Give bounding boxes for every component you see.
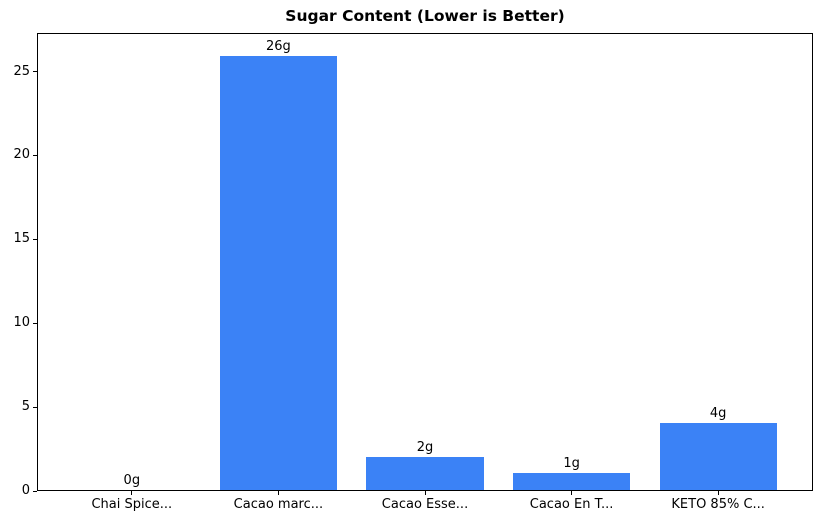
x-tick-label: KETO 85% C... <box>671 497 765 512</box>
y-tick-label: 25 <box>13 63 30 79</box>
x-tick-mark <box>571 491 573 495</box>
y-tick-mark <box>33 154 37 156</box>
x-tick-label: Cacao En T... <box>529 497 614 512</box>
x-tick-mark <box>131 491 133 495</box>
y-tick-label: 0 <box>21 483 30 498</box>
bar-value-label: 0g <box>123 473 141 488</box>
x-tick-mark <box>277 491 279 495</box>
x-tick-mark <box>717 491 719 495</box>
x-tick-mark <box>424 491 426 495</box>
y-tick-mark <box>33 238 37 240</box>
bar-value-label: 4g <box>709 406 727 422</box>
x-tick-label: Cacao Esse... <box>381 497 469 512</box>
bar <box>366 456 484 490</box>
x-tick-label: Cacao marc... <box>233 497 324 512</box>
bar <box>659 423 777 490</box>
y-tick-label: 20 <box>13 147 30 163</box>
y-tick-label: 15 <box>13 231 30 247</box>
plot-area: 0g 26g 2g 1g 4g <box>37 33 813 491</box>
bar <box>219 55 338 490</box>
y-tick-mark <box>33 406 37 408</box>
bar-value-label: 26g <box>266 38 291 54</box>
y-tick-label: 10 <box>13 315 30 331</box>
chart-title: Sugar Content (Lower is Better) <box>285 7 565 25</box>
bar-value-label: 1g <box>563 456 580 472</box>
y-tick-mark <box>33 71 37 73</box>
bar-value-label: 2g <box>416 439 434 455</box>
y-tick-mark <box>33 322 37 324</box>
x-tick-label: Chai Spice... <box>91 497 173 512</box>
bar <box>512 473 631 490</box>
y-tick-mark <box>33 490 37 492</box>
y-tick-label: 5 <box>21 399 30 415</box>
